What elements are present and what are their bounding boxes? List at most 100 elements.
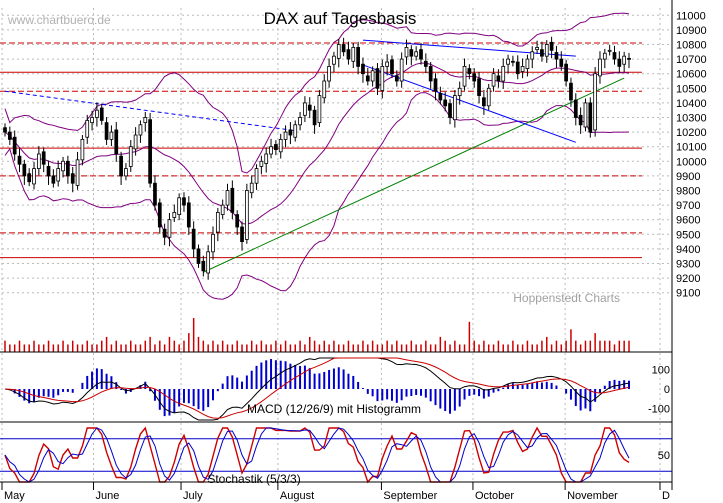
candle-body <box>90 117 94 124</box>
bollinger-upper <box>4 12 630 174</box>
candle-body <box>201 260 206 272</box>
candle-body <box>419 49 423 60</box>
candle-body <box>317 95 322 124</box>
stochastic-k-line <box>4 426 630 484</box>
candle-body <box>380 66 385 91</box>
candle-body <box>298 117 302 126</box>
candle-body <box>341 44 346 53</box>
candle-body <box>578 114 583 126</box>
candle-body <box>409 49 414 57</box>
macd-line <box>4 357 630 421</box>
candle-body <box>254 168 259 184</box>
y-tick-label: 10300 <box>676 113 707 125</box>
bollinger-bands <box>4 12 630 300</box>
candle-body <box>162 228 167 238</box>
candle-body <box>172 211 177 218</box>
candle-body <box>520 66 525 72</box>
macd-tick-label: -100 <box>648 403 670 415</box>
candle-body <box>477 78 481 96</box>
candle-body <box>612 52 617 60</box>
candle-body <box>27 173 32 183</box>
candle-body <box>80 138 85 161</box>
trendline-support <box>203 77 625 273</box>
candle-body <box>535 47 539 51</box>
candle-body <box>506 58 510 65</box>
y-tick-label: 9700 <box>676 200 700 212</box>
candle-body <box>269 146 273 155</box>
candle-body <box>37 153 41 169</box>
candle-body <box>564 63 568 82</box>
candle-body <box>95 109 99 118</box>
candle-body <box>46 166 51 177</box>
candle-body <box>554 52 559 60</box>
horizontal-levels <box>0 42 642 259</box>
credit-label: Hoppenstedt Charts <box>513 291 620 305</box>
candle-body <box>85 120 90 138</box>
candle-body <box>602 52 607 60</box>
stochastic-label: Stochastik (5/3/3) <box>207 472 300 486</box>
candle-body <box>598 58 602 77</box>
trendline-channel <box>362 39 576 57</box>
candles <box>3 36 631 280</box>
macd-signal-line <box>4 357 630 419</box>
candle-body <box>365 75 370 82</box>
candle-body <box>215 211 220 233</box>
candle-body <box>225 190 230 206</box>
candle-body <box>336 44 341 59</box>
candle-body <box>593 73 597 131</box>
x-tick-label: September <box>383 490 437 502</box>
y-tick-label: 10100 <box>676 142 707 154</box>
candle-body <box>438 93 443 101</box>
x-tick-label: August <box>280 490 314 502</box>
candle-body <box>540 49 544 57</box>
y-tick-label: 10500 <box>676 83 707 95</box>
x-tick-label: July <box>183 490 203 502</box>
candle-body <box>182 197 186 206</box>
y-tick-label: 9200 <box>676 273 700 285</box>
candle-body <box>283 131 288 140</box>
candle-body <box>153 182 157 206</box>
candle-body <box>211 233 215 253</box>
candle-body <box>32 168 36 185</box>
candle-body <box>472 73 477 82</box>
candle-body <box>186 202 191 228</box>
candle-body <box>240 226 244 242</box>
candle-body <box>104 122 109 140</box>
candle-body <box>375 68 380 89</box>
candle-body <box>3 127 7 133</box>
candle-body <box>622 55 627 65</box>
candle-body <box>143 117 148 124</box>
candle-body <box>496 75 501 82</box>
candle-body <box>322 80 327 99</box>
candle-body <box>22 163 27 177</box>
candle-body <box>245 190 249 240</box>
candle-body <box>167 219 172 238</box>
stochastic-tick-label: 50 <box>658 450 670 462</box>
candle-body <box>467 68 472 75</box>
macd-tick-label: 0 <box>664 384 670 396</box>
candle-body <box>356 47 360 67</box>
candle-body <box>515 61 520 75</box>
candle-body <box>7 131 12 140</box>
candle-body <box>278 138 283 153</box>
candle-body <box>462 66 467 87</box>
bollinger-lower <box>4 92 630 300</box>
candle-body <box>220 204 225 215</box>
y-tick-label: 11000 <box>676 10 706 22</box>
candle-body <box>138 124 143 136</box>
candle-body <box>133 134 138 150</box>
y-tick-label: 9900 <box>676 171 700 183</box>
candle-body <box>385 61 389 67</box>
candle-body <box>390 59 394 75</box>
candle-body <box>124 168 128 177</box>
y-tick-label: 9500 <box>676 229 700 241</box>
candle-body <box>511 60 515 63</box>
candle-body <box>414 51 419 57</box>
candle-body <box>491 73 496 87</box>
candle-body <box>99 107 104 121</box>
candle-body <box>235 214 240 228</box>
candle-body <box>530 51 535 60</box>
macd-panel <box>4 357 630 421</box>
candle-body <box>433 78 438 92</box>
candle-body <box>12 136 17 155</box>
